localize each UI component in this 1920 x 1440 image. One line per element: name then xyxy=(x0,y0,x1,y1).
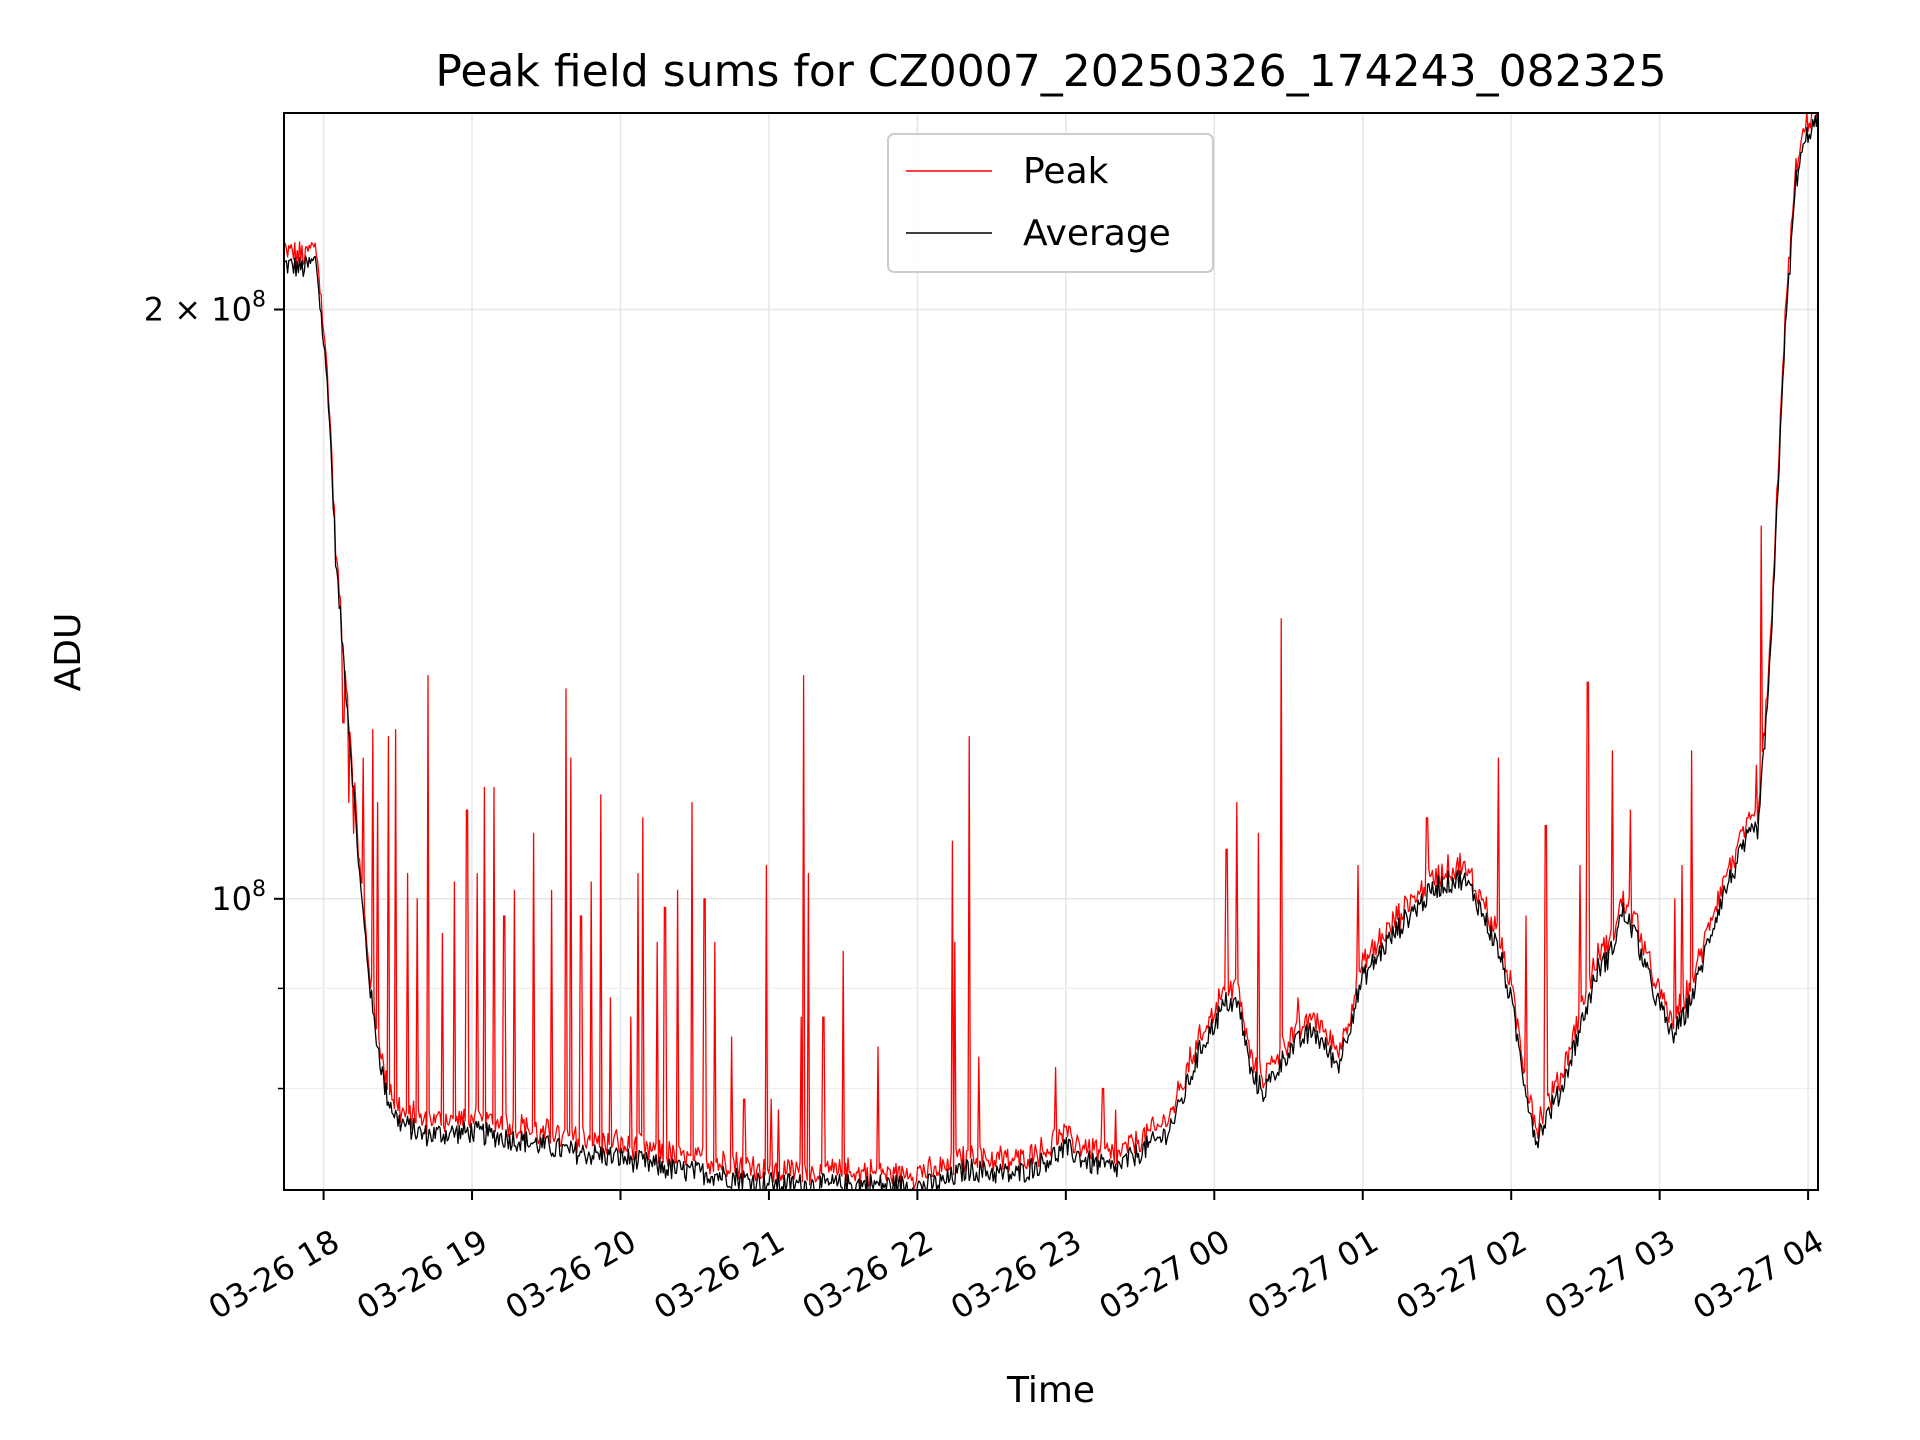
series-line-peak xyxy=(284,113,1818,1190)
plot-frame xyxy=(283,112,1819,1191)
series-layer xyxy=(284,113,1818,1190)
legend: Peak Average xyxy=(887,133,1214,273)
y-axis-label: ADU xyxy=(48,613,89,692)
y-tick-label: 2 × 108 xyxy=(144,287,266,328)
series-line-average xyxy=(284,113,1818,1190)
x-axis-label: Time xyxy=(1006,1370,1095,1411)
y-tick-label: 108 xyxy=(211,877,266,918)
legend-label-average: Average xyxy=(1023,213,1171,254)
legend-label-peak: Peak xyxy=(1023,151,1109,192)
y-axis-ticks: 108 2 × 108 xyxy=(144,287,284,1090)
legend-box xyxy=(887,133,1214,273)
grid xyxy=(284,113,1818,1190)
chart-title: Peak field sums for CZ0007_20250326_1742… xyxy=(435,46,1666,97)
